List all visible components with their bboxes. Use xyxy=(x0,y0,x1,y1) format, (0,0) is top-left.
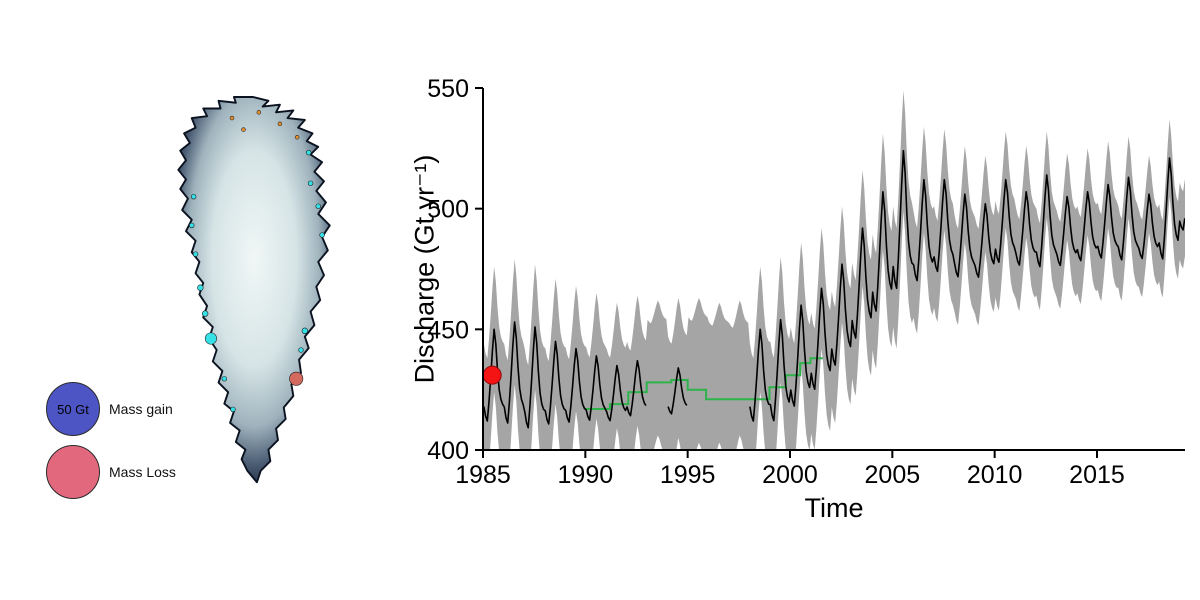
coverage-line xyxy=(585,357,823,410)
gain-size-label: 50 Gt xyxy=(57,401,89,417)
mass-loss-circle xyxy=(46,445,100,499)
y-tick-label: 500 xyxy=(427,196,469,224)
x-tick-label: 1985 xyxy=(455,461,511,489)
map-glacier-dot xyxy=(289,371,304,386)
y-tick-label: 450 xyxy=(427,316,469,344)
map-glacier-dot xyxy=(229,115,235,121)
map-glacier-dot xyxy=(230,406,236,413)
y-tick-label: 550 xyxy=(427,75,469,103)
map-glacier-dot xyxy=(190,193,197,200)
discharge-chart-panel: 1985 1990 1995 2000 2005 2010 2015 400 450 500 550… xyxy=(395,55,1200,595)
map-glacier-dot xyxy=(221,376,228,382)
mass-gain-label: Mass gain xyxy=(109,401,173,417)
x-tick-label: 2010 xyxy=(967,461,1023,489)
x-axis-label: Time xyxy=(804,493,864,523)
map-glacier-dot xyxy=(241,127,246,132)
mass-loss-row: Mass Loss xyxy=(46,445,176,499)
discharge-line-segment xyxy=(483,321,647,429)
y-axis-label: Discharge (Gt yr⁻¹) xyxy=(409,154,440,384)
map-glacier-dot xyxy=(298,347,304,353)
y-tick-label: 400 xyxy=(427,437,469,465)
map-glacier-dot xyxy=(204,332,217,345)
uncertainty-band xyxy=(483,90,1185,450)
x-tick-label: 2000 xyxy=(762,461,818,489)
x-tick-label: 1995 xyxy=(660,461,716,489)
mass-gain-circle: 50 Gt xyxy=(46,382,100,436)
map-legend: 50 Gt Mass gain Mass Loss xyxy=(46,382,176,508)
map-glacier-dot xyxy=(301,327,308,334)
mass-gain-row: 50 Gt Mass gain xyxy=(46,382,176,436)
x-tick-label: 2005 xyxy=(865,461,921,489)
mass-loss-label: Mass Loss xyxy=(109,464,176,480)
x-tick-label: 2015 xyxy=(1069,461,1125,489)
glacier-dots-layer xyxy=(189,110,325,413)
map-glacier-dot xyxy=(315,203,321,209)
map-glacier-dot xyxy=(294,135,300,140)
greenland-outline xyxy=(177,96,331,484)
map-glacier-dot xyxy=(189,222,195,229)
map-glacier-dot xyxy=(319,232,325,238)
map-glacier-dot xyxy=(277,121,283,127)
start-marker xyxy=(483,365,502,385)
map-glacier-dot xyxy=(307,180,314,186)
map-glacier-dot xyxy=(192,251,199,257)
greenland-map xyxy=(177,96,331,484)
map-glacier-dot xyxy=(197,284,204,291)
map-glacier-dot xyxy=(202,310,209,317)
plot-area xyxy=(483,90,1185,450)
discharge-chart: 1985 1990 1995 2000 2005 2010 2015 400 450 500 550 xyxy=(427,75,1185,489)
discharge-line-segment xyxy=(667,367,688,415)
map-glacier-dot xyxy=(256,110,262,115)
x-tick-label: 1990 xyxy=(558,461,614,489)
map-glacier-dot xyxy=(305,149,312,156)
discharge-line-segment xyxy=(749,149,1185,422)
